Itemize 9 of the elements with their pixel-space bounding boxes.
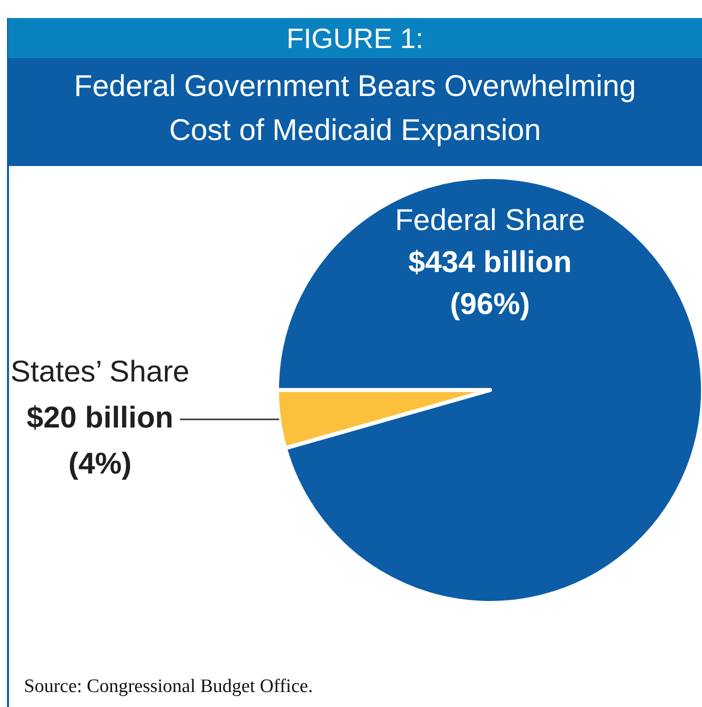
chart-title: FIGURE 1: xyxy=(286,23,424,54)
data-label: $20 billion xyxy=(26,401,174,434)
slice-label: Federal Share xyxy=(394,204,586,237)
text: (4%) xyxy=(68,447,132,480)
text: (96%) xyxy=(450,288,530,321)
source-note: Source: Congressional Budget Office. xyxy=(24,676,313,697)
data-label: $434 billion xyxy=(408,246,572,279)
chart-subtitle: Federal Government Bears Overwhelming Cost of Medicaid Expansion xyxy=(74,70,636,147)
slice-label: States’ Share xyxy=(10,355,190,388)
